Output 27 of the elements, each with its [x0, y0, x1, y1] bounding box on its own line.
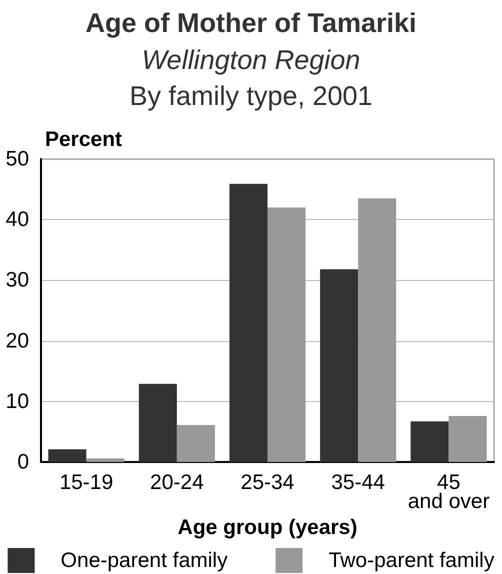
bar: [86, 458, 124, 462]
y-tick-label: 0: [17, 450, 29, 474]
y-tick-label: 40: [6, 208, 29, 232]
bar: [48, 449, 86, 462]
chart-title: Age of Mother of Tamariki: [85, 8, 417, 38]
bar: [448, 416, 487, 462]
bar: [358, 198, 396, 462]
bar: [229, 184, 268, 462]
bar: [410, 421, 449, 462]
x-tick-label: 35-44: [331, 471, 386, 494]
x-tick-label: 15-19: [59, 471, 114, 494]
y-axis-title: Percent: [45, 128, 122, 151]
x-tick-label: 45 and over: [408, 471, 490, 513]
bar: [138, 384, 177, 462]
chart-subtitle: Wellington Region By family type, 2001: [129, 45, 373, 111]
x-tick-label: 20-24: [150, 471, 204, 494]
x-axis-title: Age group (years): [178, 516, 358, 539]
y-tick-label: 50: [6, 148, 29, 170]
legend-label: One-parent family: [60, 549, 228, 572]
bar: [268, 207, 306, 462]
x-tick-label: 25-34: [240, 471, 295, 494]
y-tick-label: 30: [6, 268, 29, 292]
legend-label: Two-parent family: [328, 549, 495, 572]
y-tick-label: 20: [6, 329, 29, 352]
bar: [176, 425, 215, 462]
y-tick-label: 10: [6, 390, 29, 413]
bar: [320, 269, 358, 462]
